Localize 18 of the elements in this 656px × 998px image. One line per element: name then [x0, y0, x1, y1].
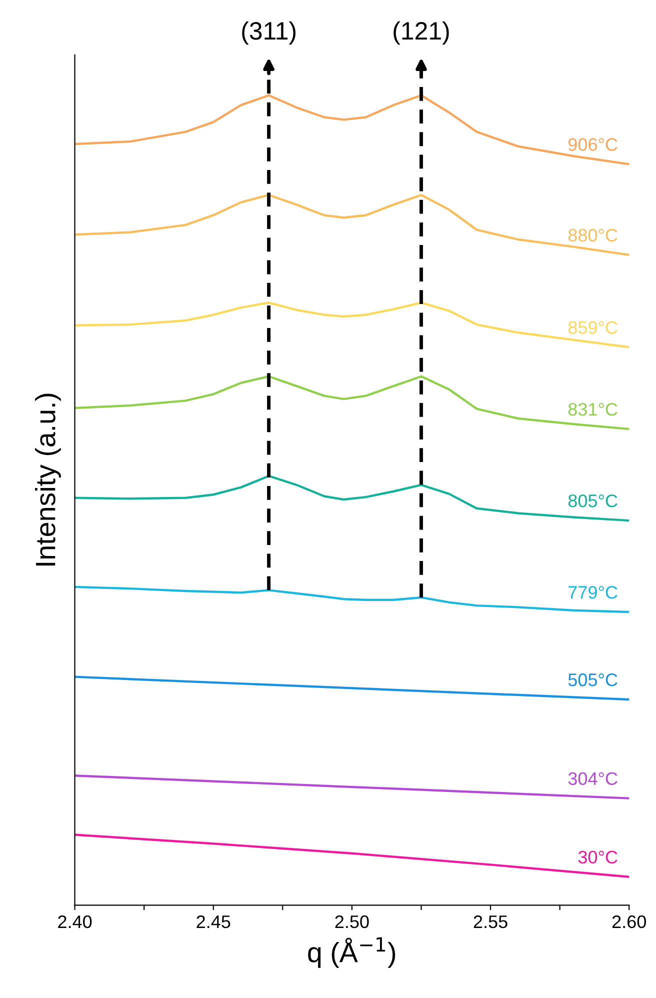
series-label: 906°C [568, 138, 618, 151]
series-label: 880°C [568, 228, 618, 242]
x-tick-label: 2.40 [58, 915, 92, 928]
x-tick-label: 2.50 [335, 915, 369, 928]
series-label: 831°C [568, 402, 618, 416]
annotation: (311) [242, 21, 296, 45]
series-label: 505°C [568, 673, 618, 686]
annotation: (121) [394, 21, 449, 45]
x-tick-label: 2.55 [474, 915, 508, 928]
x-tick-label: 2.60 [612, 915, 646, 928]
series-label: 805°C [568, 494, 618, 508]
x-tick-label: 2.45 [196, 915, 230, 928]
series-label: 859°C [568, 321, 618, 334]
y-axis-title: Intensity (a.u.) [35, 394, 61, 566]
series-label: 779°C [568, 586, 618, 599]
series-label: 304°C [568, 772, 618, 786]
series-label: 30°C [578, 850, 618, 864]
x-axis-title: q (Å$^{−1}$) [308, 937, 396, 968]
